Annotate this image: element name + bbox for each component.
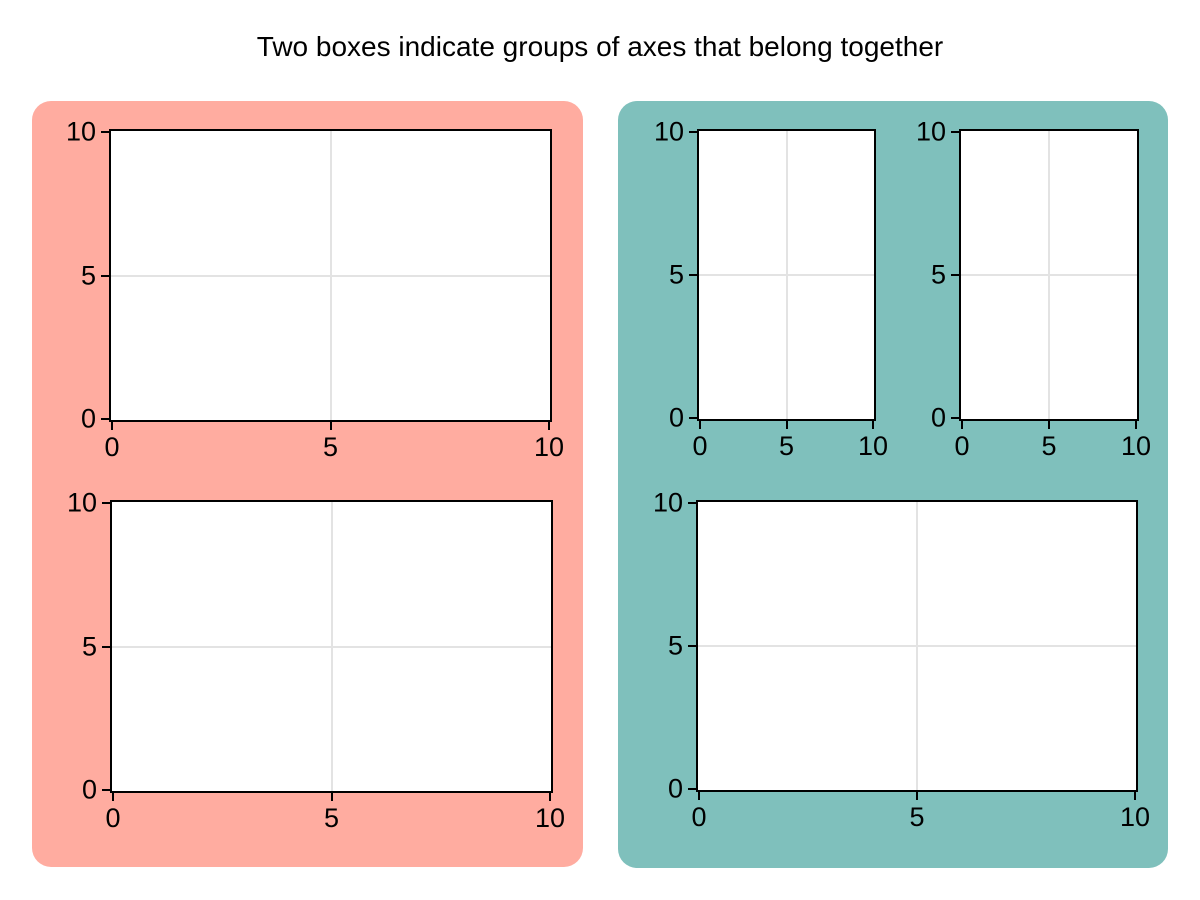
y-tick-label: 5 — [930, 259, 946, 290]
x-tick-label: 10 — [1120, 431, 1152, 461]
x-tick-mark — [698, 790, 700, 800]
x-tick-mark — [916, 790, 918, 800]
y-tick-label: 5 — [668, 259, 684, 290]
y-tick-mark — [101, 131, 111, 133]
x-tick-mark — [1134, 790, 1136, 800]
y-tick-label: 10 — [66, 487, 97, 518]
x-tick-label: 5 — [323, 803, 340, 833]
y-tick-mark — [688, 502, 698, 504]
y-tick-label: 10 — [65, 116, 96, 147]
figure-title: Two boxes indicate groups of axes that b… — [256, 31, 944, 62]
x-tick-label: 5 — [322, 432, 339, 462]
y-tick-mark — [951, 131, 961, 133]
gridline-horizontal — [111, 274, 550, 277]
y-tick-label: 5 — [667, 630, 683, 661]
x-tick-label: 10 — [1119, 802, 1151, 832]
y-tick-label: 0 — [81, 774, 97, 805]
axes-right-group-bottom: 0 5 10 10 5 0 — [653, 489, 1150, 831]
axes-left-group-bottom: 0 5 10 10 5 0 — [67, 489, 565, 832]
gridline-horizontal — [699, 274, 874, 276]
x-tick-label: 5 — [778, 431, 795, 461]
gridline-horizontal — [112, 645, 551, 648]
y-tick-mark — [951, 274, 961, 276]
y-tick-label: 0 — [668, 402, 684, 433]
x-tick-label: 10 — [534, 803, 566, 833]
x-tick-mark — [112, 791, 114, 801]
x-tick-mark — [548, 420, 550, 430]
x-tick-mark — [329, 420, 332, 430]
x-tick-label: 5 — [1041, 431, 1057, 461]
x-tick-label: 0 — [105, 803, 121, 833]
y-tick-mark — [101, 274, 111, 277]
x-tick-mark — [785, 419, 788, 429]
x-tick-label: 10 — [533, 432, 565, 462]
x-tick-label: 0 — [954, 431, 970, 461]
y-tick-label: 10 — [915, 116, 946, 147]
y-tick-mark — [688, 788, 698, 790]
y-tick-mark — [102, 789, 112, 791]
gridline-horizontal — [961, 274, 1137, 276]
x-tick-mark — [961, 419, 963, 429]
y-tick-label: 0 — [80, 403, 96, 434]
x-tick-label: 0 — [691, 802, 707, 832]
axes-right-group-top-right: 0 5 10 10 5 0 — [916, 118, 1151, 460]
x-tick-label: 0 — [692, 431, 708, 461]
y-tick-label: 0 — [930, 402, 946, 433]
y-tick-label: 10 — [652, 487, 683, 518]
y-tick-mark — [689, 274, 699, 276]
y-tick-mark — [101, 418, 111, 420]
x-tick-mark — [111, 420, 113, 430]
y-tick-label: 5 — [81, 631, 97, 661]
y-tick-label: 10 — [653, 116, 684, 147]
y-tick-label: 5 — [80, 260, 96, 290]
y-tick-mark — [689, 131, 699, 133]
x-tick-mark — [872, 419, 874, 429]
y-tick-label: 0 — [667, 773, 683, 804]
x-tick-label: 5 — [909, 802, 925, 832]
axes-right-group-top-left: 0 5 10 10 5 0 — [654, 118, 888, 460]
gridline-horizontal — [698, 645, 1136, 647]
y-tick-mark — [689, 417, 699, 419]
y-tick-mark — [688, 645, 698, 647]
axes-left-group-top: 0 5 10 10 5 0 — [66, 118, 564, 461]
x-tick-mark — [549, 791, 551, 801]
x-tick-mark — [330, 791, 333, 801]
x-tick-label: 10 — [857, 431, 889, 461]
y-tick-mark — [102, 645, 112, 648]
x-tick-label: 0 — [104, 432, 120, 462]
x-tick-mark — [1048, 419, 1050, 429]
x-tick-mark — [699, 419, 701, 429]
y-tick-mark — [951, 417, 961, 419]
y-tick-mark — [102, 502, 112, 504]
x-tick-mark — [1135, 419, 1137, 429]
